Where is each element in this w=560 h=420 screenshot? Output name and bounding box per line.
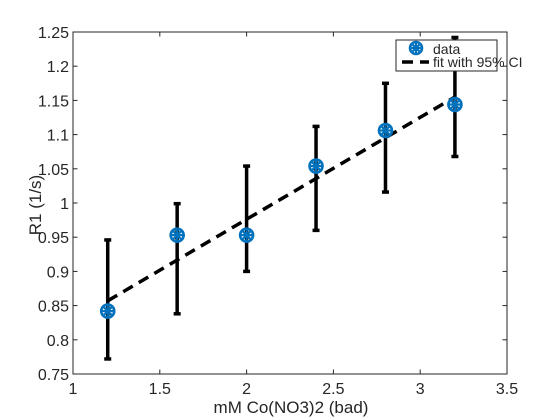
y-tick-label: 1.15: [38, 93, 69, 110]
x-tick-label: 2.5: [322, 381, 344, 398]
y-axis-label: R1 (1/s): [26, 175, 45, 235]
legend-marker-data: [408, 40, 424, 56]
y-tick-label: 1.1: [47, 128, 69, 145]
legend-label-fit: fit with 95% CI: [433, 54, 522, 70]
axes-layer: 1 1.5 2 2.5 3 3.5 0.75 0.8 0.85 0.9 0.95 1 1.05 1.1 1.…: [38, 25, 518, 398]
x-axis-label: mM Co(NO3)2 (bad): [214, 398, 369, 417]
data-point: [308, 158, 324, 174]
data-point: [447, 96, 463, 113]
x-tick-label: 1: [69, 381, 78, 398]
y-tick-label: 1.25: [38, 25, 69, 42]
errorbar: [243, 164, 251, 274]
data-point: [99, 303, 116, 319]
x-tick-label: 2: [242, 381, 251, 398]
y-tick-label: 1: [60, 196, 69, 213]
fit-line: [106, 95, 456, 303]
y-tick-label: 1.2: [47, 59, 69, 76]
axis-labels: mM Co(NO3)2 (bad) R1 (1/s): [26, 175, 368, 417]
data-point: [377, 122, 394, 139]
data-point: [238, 227, 255, 243]
plot-area: [72, 31, 508, 375]
y-tick-label: 0.95: [38, 230, 69, 247]
data-point: [169, 227, 185, 243]
x-tick-label: 1.5: [149, 381, 171, 398]
y-tick-label: 0.75: [38, 367, 69, 384]
x-tick-label: 3.5: [496, 381, 518, 398]
y-tick-label: 0.8: [47, 333, 69, 350]
x-tick-label: 3: [416, 381, 425, 398]
y-tick-label: 0.9: [47, 264, 69, 281]
y-tick-label: 1.05: [38, 162, 69, 179]
series-layer: [99, 35, 463, 361]
legend-label-data: data: [433, 41, 460, 57]
y-tick-label: 0.85: [38, 299, 69, 316]
